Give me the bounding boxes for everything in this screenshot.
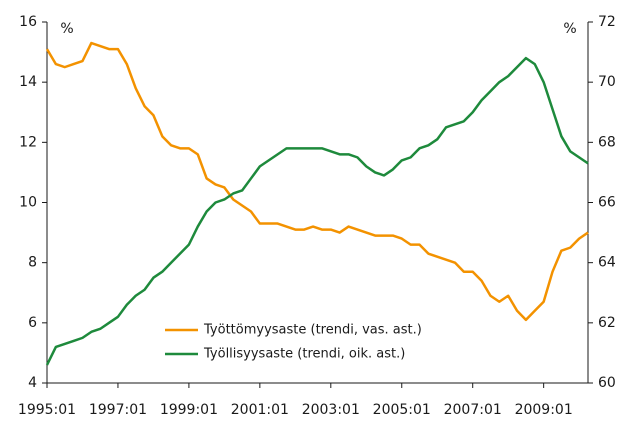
x-tick-label: 1997:01 (89, 402, 147, 418)
y2-tick-label: 72 (598, 14, 616, 30)
y-tick-label: 10 (19, 195, 37, 211)
series-line (45, 56, 589, 366)
x-tick-label: 2003:01 (302, 402, 360, 418)
y-tick-label: 8 (28, 255, 37, 271)
legend-label: Työllisyysaste (trendi, oik. ast.) (203, 347, 405, 362)
y-tick-label: 12 (19, 134, 37, 150)
legend-label: Työttömyysaste (trendi, vas. ast.) (203, 323, 422, 338)
y-tick-label: 14 (19, 74, 37, 90)
y2-tick-label: 70 (598, 74, 616, 90)
y2-unit: % (563, 21, 576, 37)
y2-tick-label: 68 (598, 134, 616, 150)
x-tick-label: 2009:01 (515, 402, 573, 418)
y-tick-label: 4 (28, 375, 37, 391)
x-tick-label: 2005:01 (373, 402, 431, 418)
y2-tick-label: 64 (598, 255, 616, 271)
y-tick-label: 6 (28, 315, 37, 331)
y2-tick-label: 62 (598, 315, 616, 331)
y2-tick-label: 66 (598, 195, 616, 211)
series-line (45, 41, 589, 322)
x-tick-label: 1999:01 (160, 402, 218, 418)
y-tick-label: 16 (19, 14, 37, 30)
x-tick-label: 2007:01 (444, 402, 502, 418)
x-tick-label: 1995:01 (18, 402, 76, 418)
x-tick-label: 2001:01 (231, 402, 289, 418)
y-unit: % (60, 21, 73, 37)
y2-tick-label: 60 (598, 375, 616, 391)
